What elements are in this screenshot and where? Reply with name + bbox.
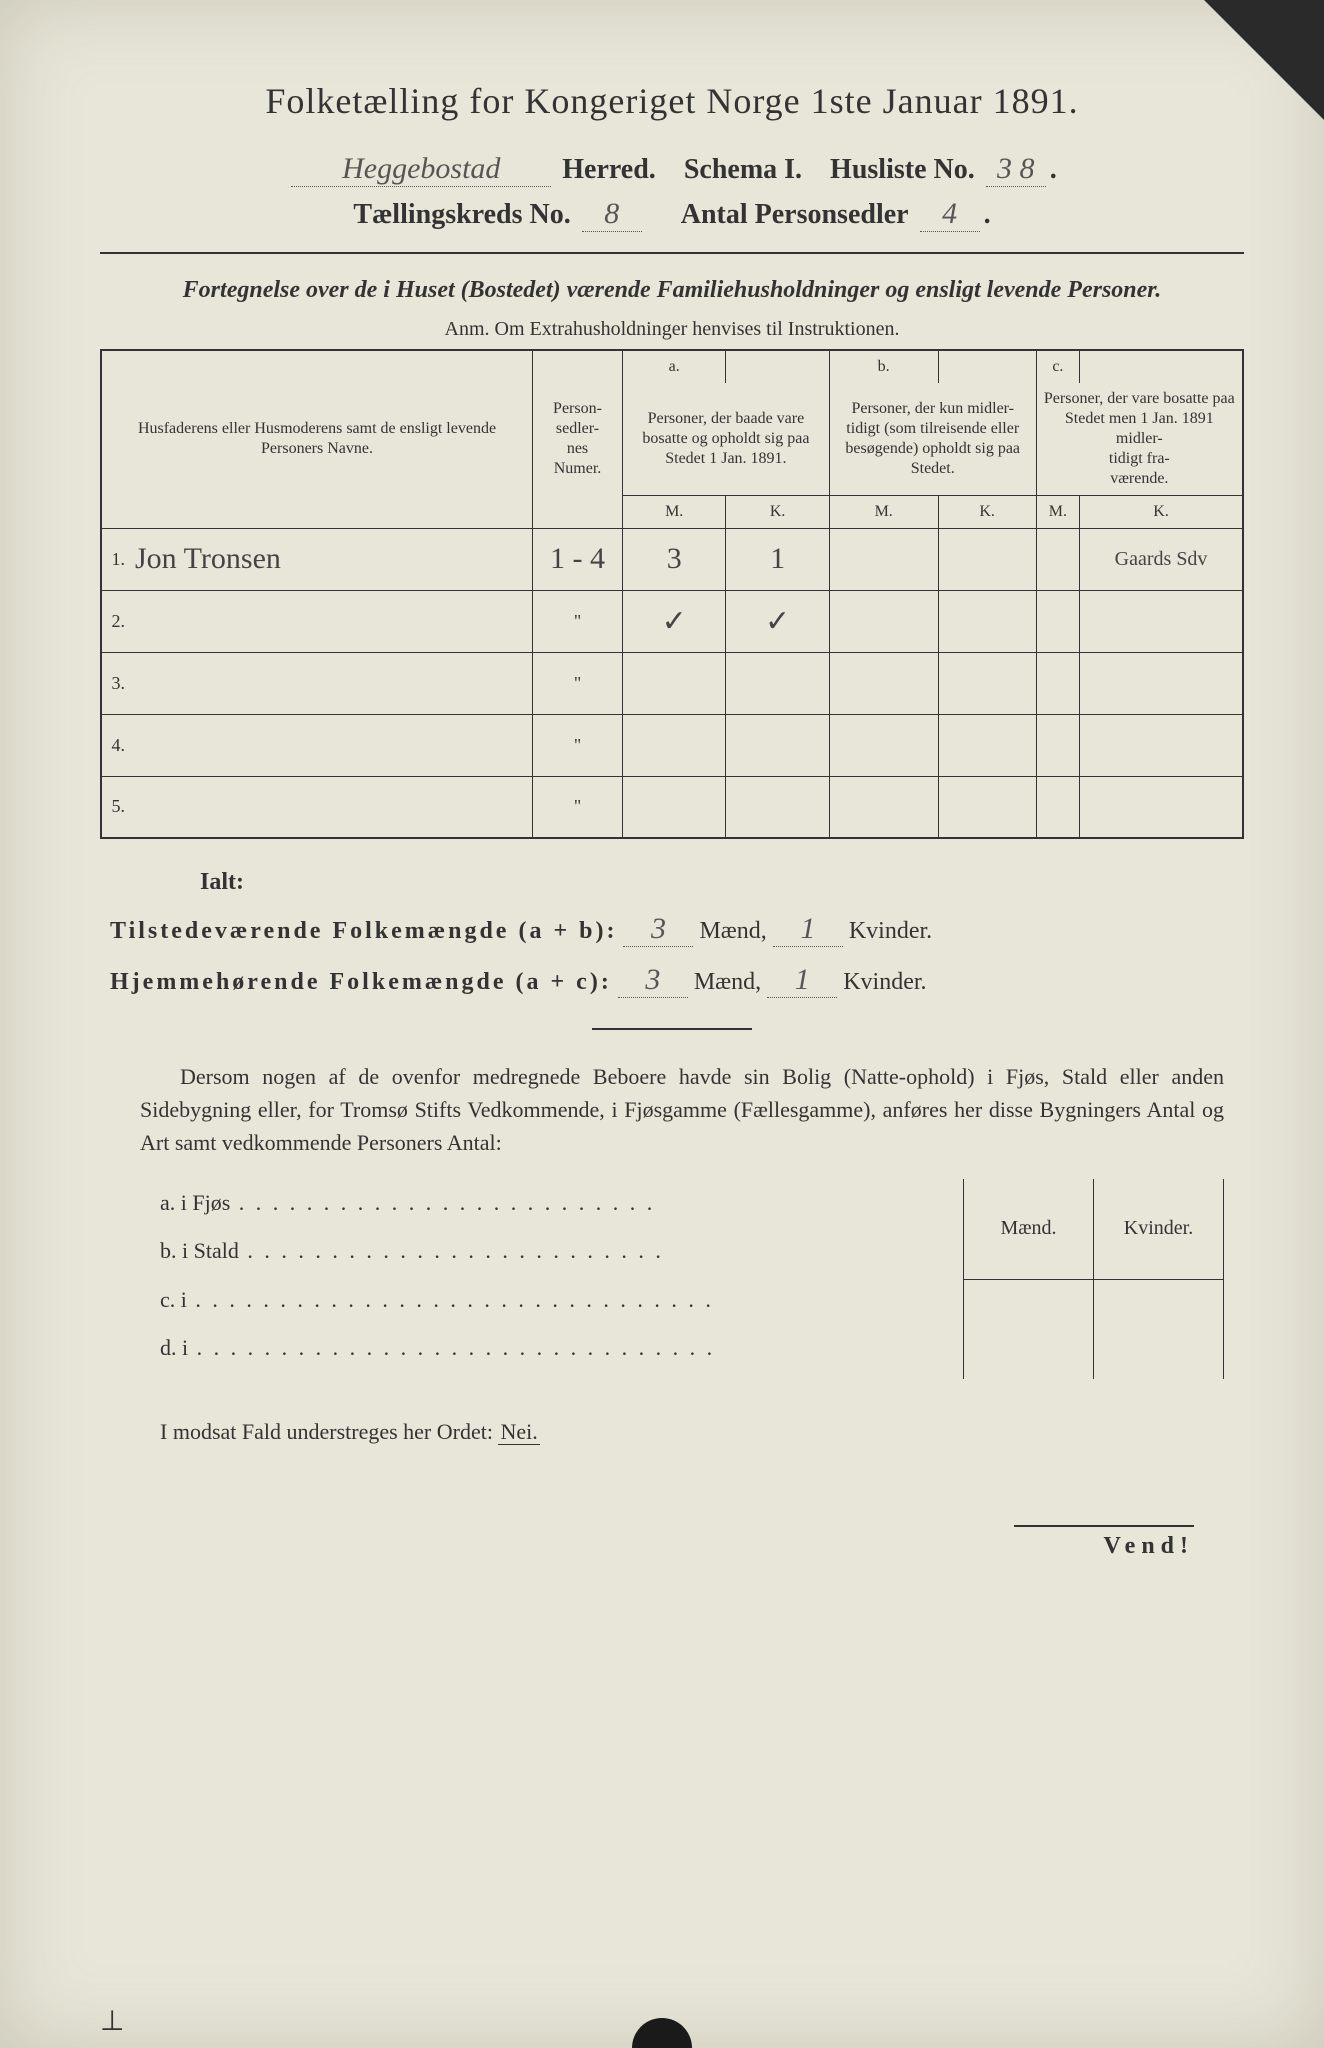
present-m: 3 <box>623 912 693 947</box>
binding-punch <box>632 2018 692 2048</box>
antal-value: 4 <box>920 197 980 232</box>
table-row: 1. Jon Tronsen 1 - 4 3 1 Gaards Sdv <box>101 528 1243 590</box>
divider <box>100 252 1244 254</box>
col-b-code: b. <box>829 350 938 383</box>
col-a-m: M. <box>623 495 726 528</box>
modsat-line: I modsat Fald understreges her Ordet: Ne… <box>160 1419 1224 1445</box>
section-divider <box>592 1028 752 1030</box>
table-row: 3. " <box>101 652 1243 714</box>
col-a: Personer, der baade vare bosatte og opho… <box>623 383 830 496</box>
building-row: c. i . . . . . . . . . . . . . . . . . .… <box>160 1276 963 1324</box>
col-names: Husfaderens eller Husmoderens samt de en… <box>101 350 533 529</box>
antal-label: Antal Personsedler <box>681 199 909 230</box>
vend-rule <box>1014 1525 1194 1527</box>
building-row: d. i . . . . . . . . . . . . . . . . . .… <box>160 1324 963 1372</box>
form-subtitle: Fortegnelse over de i Huset (Bostedet) v… <box>140 274 1204 308</box>
person-name: Jon Tronsen <box>135 542 281 575</box>
col-c: Personer, der vare bosatte paa Stedet me… <box>1036 383 1243 496</box>
anm-note: Anm. Om Extrahusholdninger henvises til … <box>100 318 1244 341</box>
summary-block: Ialt: Tilstedeværende Folkemængde (a + b… <box>110 869 1234 998</box>
table-row: 4. " <box>101 714 1243 776</box>
col-c-code: c. <box>1036 350 1079 383</box>
table-row: 2. " ✓ ✓ <box>101 590 1243 652</box>
col-a-code: a. <box>623 350 726 383</box>
binding-tack: ⊥ <box>100 2004 124 2038</box>
col-a-k: K. <box>726 495 829 528</box>
nei-word: Nei. <box>498 1419 539 1445</box>
form-title: Folketælling for Kongeriget Norge 1ste J… <box>100 80 1244 122</box>
building-row: b. i Stald . . . . . . . . . . . . . . .… <box>160 1227 963 1275</box>
col-b-k: K. <box>938 495 1036 528</box>
kreds-value: 8 <box>582 197 642 232</box>
small-kvinder: Kvinder. <box>1094 1179 1224 1279</box>
col-numer: Person- sedler- nes Numer. <box>533 350 623 529</box>
ialt-label: Ialt: <box>200 869 1234 896</box>
husliste-value: 3 8 <box>986 152 1046 187</box>
kreds-label: Tællingskreds No. <box>353 199 570 230</box>
home-label: Hjemmehørende Folkemængde (a + c): <box>110 969 612 995</box>
census-form-page: Folketælling for Kongeriget Norge 1ste J… <box>0 0 1324 2048</box>
small-maend: Mænd. <box>964 1179 1094 1279</box>
col-b: Personer, der kun midler- tidigt (som ti… <box>829 383 1036 496</box>
header-line-1: Heggebostad Herred. Schema I. Husliste N… <box>100 152 1244 187</box>
herred-label: Herred. <box>562 154 656 185</box>
household-table: Husfaderens eller Husmoderens samt de en… <box>100 349 1244 840</box>
vend-label: Vend! <box>100 1533 1194 1560</box>
present-k: 1 <box>773 912 843 947</box>
building-block: a. i Fjøs . . . . . . . . . . . . . . . … <box>160 1179 1224 1379</box>
col-c-m: M. <box>1036 495 1079 528</box>
present-label: Tilstedeværende Folkemængde (a + b): <box>110 918 617 944</box>
col-c-k: K. <box>1080 495 1243 528</box>
home-k: 1 <box>767 963 837 998</box>
col-b-m: M. <box>829 495 938 528</box>
building-row: a. i Fjøs . . . . . . . . . . . . . . . … <box>160 1179 963 1227</box>
herred-value: Heggebostad <box>291 152 551 187</box>
schema-label: Schema I. <box>684 154 802 185</box>
husliste-label: Husliste No. <box>830 154 975 185</box>
building-paragraph: Dersom nogen af de ovenfor medregnede Be… <box>140 1060 1224 1159</box>
header-line-2: Tællingskreds No. 8 Antal Personsedler 4… <box>100 197 1244 232</box>
home-m: 3 <box>618 963 688 998</box>
building-count-table: Mænd. Kvinder. <box>963 1179 1224 1379</box>
table-row: 5. " <box>101 776 1243 838</box>
